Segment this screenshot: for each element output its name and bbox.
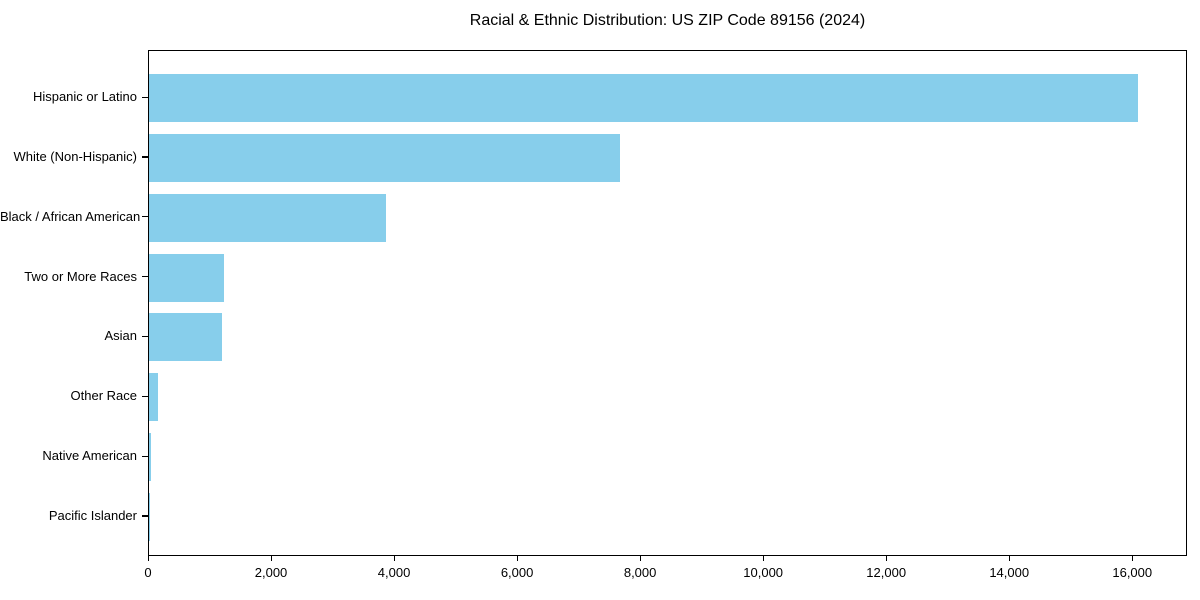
y-tick-label-asian: Asian — [104, 328, 137, 344]
x-tick-mark — [1131, 556, 1133, 561]
bar-asian — [149, 313, 222, 362]
y-tick-label-native-american: Native American — [42, 448, 137, 464]
y-tick-mark — [142, 455, 148, 457]
y-tick-mark — [142, 216, 148, 218]
y-tick-label-other-race: Other Race — [70, 388, 137, 404]
x-tick-label-10000: 10,000 — [743, 565, 784, 580]
y-tick-mark — [142, 515, 148, 517]
x-tick-mark — [147, 556, 149, 561]
y-tick-mark — [142, 335, 148, 338]
x-tick-mark — [516, 556, 518, 561]
y-tick-label-white-non-hispanic: White (Non-Hispanic) — [13, 148, 137, 164]
x-tick-label-6000: 6,000 — [500, 565, 534, 580]
y-tick-mark — [142, 156, 148, 158]
bar-native-american — [149, 433, 151, 482]
x-tick-label-16000: 16,000 — [1112, 565, 1153, 580]
x-tick-label-14000: 14,000 — [989, 565, 1030, 580]
bar-pacific-islander — [149, 492, 150, 541]
y-tick-label-two-or-more-races: Two or More Races — [24, 268, 137, 284]
y-tick-mark — [142, 276, 148, 278]
x-tick-label-0: 0 — [144, 565, 152, 580]
bar-two-or-more-races — [149, 253, 225, 302]
x-tick-mark — [1008, 556, 1010, 561]
x-tick-mark — [393, 556, 395, 561]
x-tick-mark — [270, 556, 272, 561]
y-tick-label-hispanic-or-latino: Hispanic or Latino — [32, 89, 137, 104]
y-tick-mark — [142, 395, 148, 397]
x-tick-mark — [885, 556, 887, 561]
x-tick-label-12000: 12,000 — [866, 565, 907, 580]
chart-title: Racial & Ethnic Distribution: US ZIP Cod… — [469, 12, 866, 29]
y-tick-mark — [142, 96, 148, 98]
x-tick-label-2000: 2,000 — [254, 565, 288, 580]
y-tick-label-pacific-islander: Pacific Islander — [48, 507, 137, 523]
bar-black-african-american — [149, 193, 386, 242]
x-tick-label-8000: 8,000 — [623, 565, 657, 580]
bar-white-non-hispanic — [149, 133, 621, 182]
bar-hispanic-or-latino — [149, 74, 1139, 122]
y-tick-label-black-african-american: Black / African American — [0, 208, 141, 224]
x-tick-mark — [639, 556, 641, 561]
x-tick-mark — [762, 556, 764, 561]
plot-area — [148, 50, 1187, 556]
bar-other-race — [149, 373, 159, 422]
x-tick-label-4000: 4,000 — [377, 565, 411, 580]
